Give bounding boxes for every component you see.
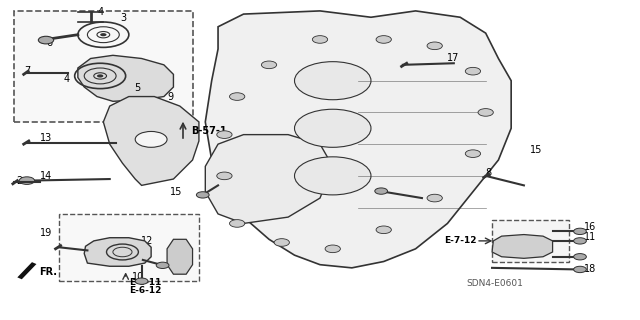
Circle shape bbox=[573, 266, 586, 273]
Polygon shape bbox=[167, 239, 193, 274]
Text: 8: 8 bbox=[486, 168, 492, 178]
Text: 1: 1 bbox=[180, 261, 186, 271]
Polygon shape bbox=[17, 262, 36, 279]
Text: 3: 3 bbox=[121, 13, 127, 23]
FancyBboxPatch shape bbox=[59, 214, 199, 281]
Circle shape bbox=[573, 238, 586, 244]
Text: 10: 10 bbox=[132, 272, 145, 282]
Circle shape bbox=[19, 177, 35, 184]
Circle shape bbox=[100, 33, 106, 36]
Circle shape bbox=[325, 245, 340, 252]
Polygon shape bbox=[205, 11, 511, 268]
Circle shape bbox=[465, 68, 481, 75]
Circle shape bbox=[274, 239, 289, 246]
Circle shape bbox=[376, 226, 392, 234]
Text: 11: 11 bbox=[584, 232, 596, 242]
Circle shape bbox=[312, 36, 328, 43]
Circle shape bbox=[573, 253, 586, 260]
Circle shape bbox=[427, 194, 442, 202]
Polygon shape bbox=[205, 135, 333, 223]
Text: 7: 7 bbox=[24, 66, 30, 76]
FancyBboxPatch shape bbox=[492, 220, 568, 261]
Polygon shape bbox=[84, 238, 151, 266]
Circle shape bbox=[230, 93, 245, 100]
Text: 4: 4 bbox=[97, 7, 103, 18]
Circle shape bbox=[478, 108, 493, 116]
Text: 14: 14 bbox=[40, 172, 52, 181]
Text: 16: 16 bbox=[584, 222, 596, 232]
Circle shape bbox=[294, 62, 371, 100]
Text: 13: 13 bbox=[40, 133, 52, 143]
Circle shape bbox=[135, 278, 148, 284]
Circle shape bbox=[196, 192, 209, 198]
Text: B-57-1: B-57-1 bbox=[191, 126, 227, 136]
Text: 5: 5 bbox=[134, 83, 140, 93]
Text: E-7-12: E-7-12 bbox=[444, 236, 477, 245]
Circle shape bbox=[217, 172, 232, 180]
FancyBboxPatch shape bbox=[14, 11, 193, 122]
Text: FR.: FR. bbox=[40, 267, 58, 277]
Text: 19: 19 bbox=[40, 228, 52, 238]
Text: 4: 4 bbox=[63, 74, 70, 84]
Circle shape bbox=[217, 131, 232, 139]
Polygon shape bbox=[78, 55, 173, 101]
Circle shape bbox=[427, 42, 442, 50]
Circle shape bbox=[465, 150, 481, 157]
Circle shape bbox=[261, 61, 276, 69]
Text: 15: 15 bbox=[170, 187, 182, 197]
Circle shape bbox=[156, 262, 169, 268]
Circle shape bbox=[135, 132, 167, 147]
Text: E-6-12: E-6-12 bbox=[129, 285, 161, 295]
Text: 15: 15 bbox=[531, 146, 543, 156]
Text: 6: 6 bbox=[46, 38, 52, 48]
Text: SDN4-E0601: SDN4-E0601 bbox=[467, 279, 524, 288]
Text: 17: 17 bbox=[447, 53, 460, 63]
Text: 9: 9 bbox=[167, 92, 173, 102]
Circle shape bbox=[230, 220, 245, 227]
Circle shape bbox=[38, 36, 54, 44]
Polygon shape bbox=[492, 235, 552, 258]
Circle shape bbox=[376, 36, 392, 43]
Text: 18: 18 bbox=[584, 264, 596, 275]
Circle shape bbox=[375, 188, 388, 194]
Text: E-6-11: E-6-11 bbox=[129, 278, 161, 287]
Text: 12: 12 bbox=[141, 236, 153, 246]
Text: 2: 2 bbox=[17, 176, 23, 186]
Circle shape bbox=[294, 109, 371, 147]
Polygon shape bbox=[103, 97, 199, 185]
Circle shape bbox=[573, 228, 586, 235]
Circle shape bbox=[294, 157, 371, 195]
Circle shape bbox=[97, 74, 103, 77]
